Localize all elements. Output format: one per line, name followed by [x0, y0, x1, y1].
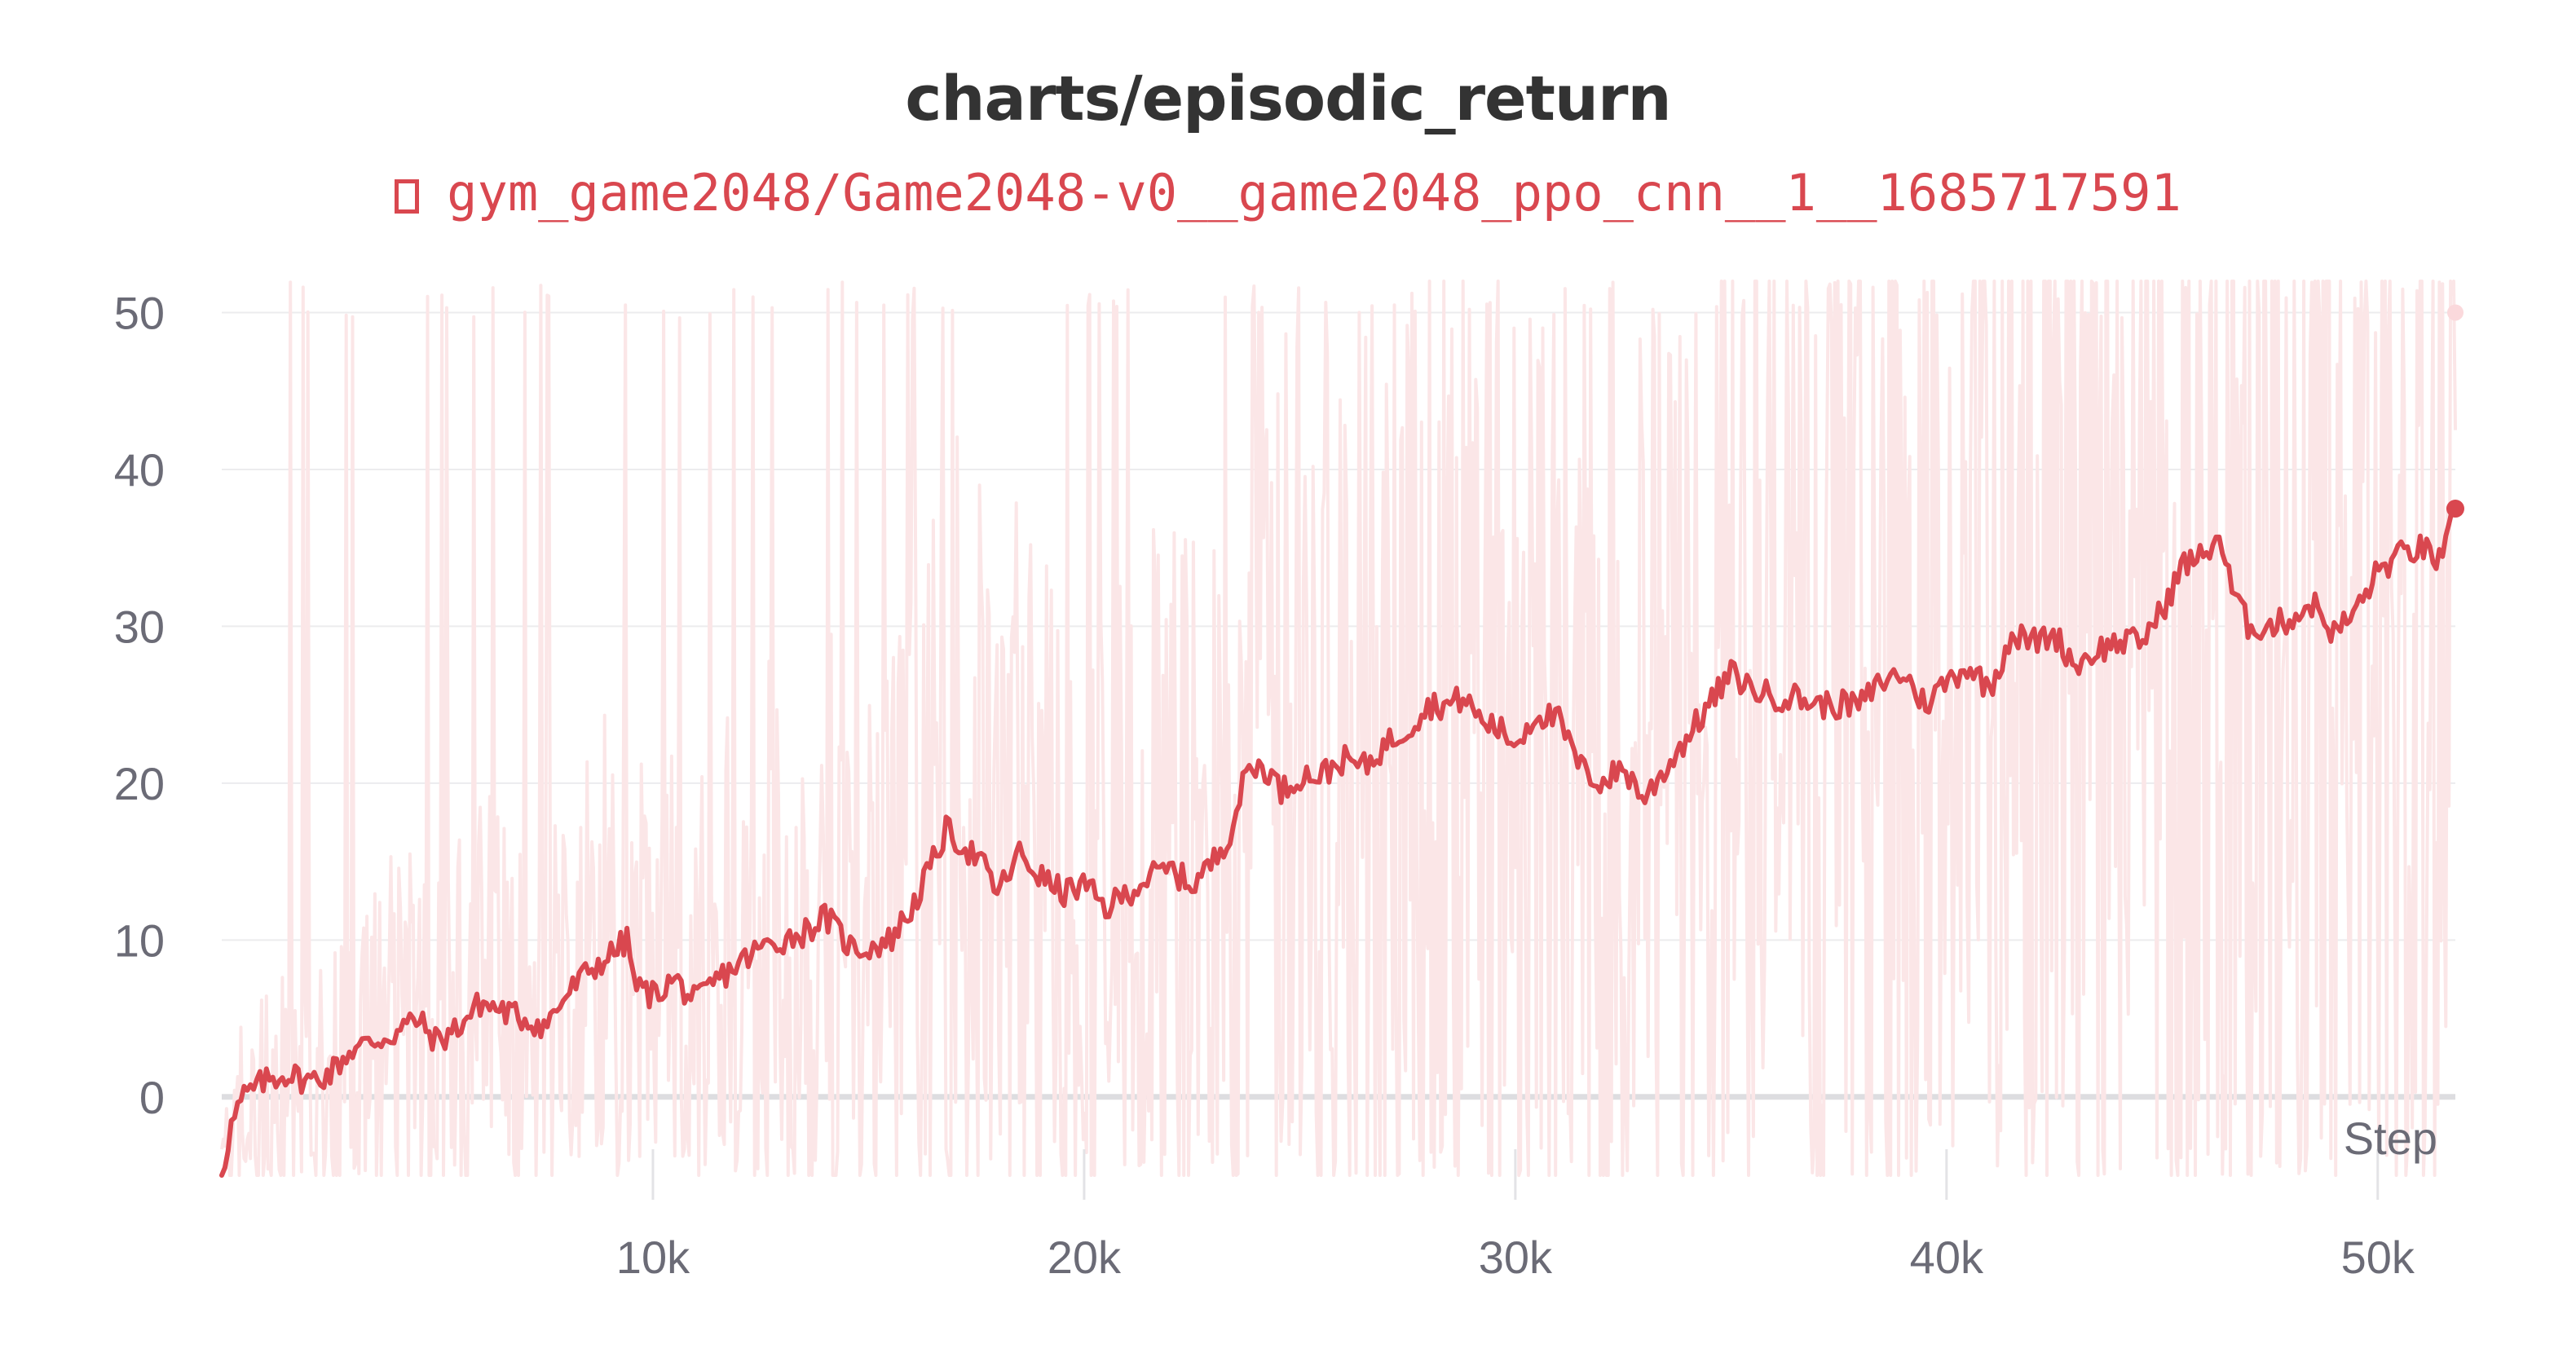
raw-endpoint-marker [2447, 304, 2464, 321]
smoothed-series-line [219, 506, 2458, 1178]
raw-series-line [220, 280, 2457, 1177]
legend-series-name: gym_game2048/Game2048-v0__game2048_ppo_c… [447, 163, 2181, 223]
y-tick-label: 40 [114, 444, 165, 496]
x-tick-label: 40k [1910, 1232, 1984, 1283]
chart-title: charts/episodic_return [905, 62, 1671, 134]
legend-swatch-icon [395, 179, 420, 214]
y-tick-label: 20 [114, 758, 165, 809]
x-tick-label: 20k [1048, 1232, 1122, 1283]
series-layer [219, 304, 2464, 1178]
axes: 0 10 20 30 40 50 10k 20k 30k 40k 50k Step [114, 287, 2437, 1283]
y-tick-label: 30 [114, 601, 165, 652]
x-tick-label: 10k [616, 1232, 690, 1283]
y-tick-label: 0 [139, 1072, 165, 1123]
x-tick-label: 50k [2341, 1232, 2415, 1283]
y-tick-label: 10 [114, 914, 165, 966]
x-axis-label: Step [2344, 1113, 2437, 1164]
legend: gym_game2048/Game2048-v0__game2048_ppo_c… [0, 163, 2576, 223]
smoothed-endpoint-marker [2446, 500, 2464, 518]
x-tick-label: 30k [1479, 1232, 1553, 1283]
y-tick-label: 50 [114, 287, 165, 338]
raw-series-layer [220, 280, 2457, 1177]
